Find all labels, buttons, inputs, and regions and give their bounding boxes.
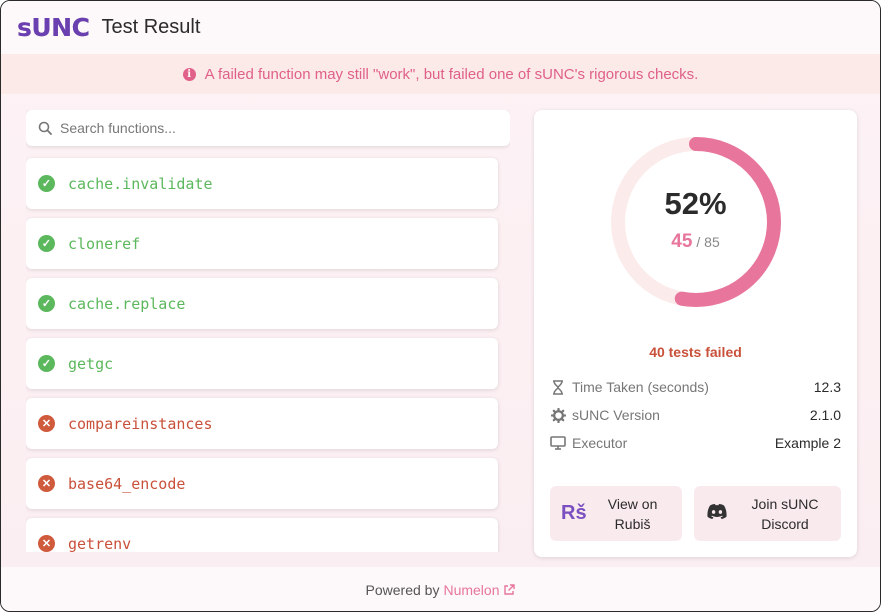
footer: Powered by Numelon — [1, 567, 880, 611]
failed-summary: 40 tests failed — [649, 344, 742, 360]
footer-prefix: Powered by — [365, 582, 440, 598]
percent-label: 52% — [664, 186, 727, 221]
progress-ring — [611, 137, 781, 307]
stat-value: 2.1.0 — [809, 407, 841, 423]
page-title: Test Result — [101, 16, 201, 38]
rubis-button-line2: Rubiš — [614, 515, 651, 532]
stat-label: sUNC Version — [572, 407, 660, 423]
search-box[interactable] — [26, 110, 510, 146]
x-circle-icon: ✕ — [38, 535, 55, 552]
passed-number: 45 — [671, 231, 693, 252]
rubis-button-label: View on Rubiš — [603, 494, 663, 534]
notice-text: A failed function may still "work", but … — [204, 65, 699, 83]
search-icon — [38, 121, 52, 135]
passed-count: 45/ 85 — [534, 231, 857, 253]
numelon-link[interactable]: Numelon — [443, 582, 500, 598]
function-list: ✓ cache.invalidate ✓ cloneref ✓ cache.re… — [26, 158, 510, 552]
function-item[interactable]: ✕ getrenv — [26, 518, 498, 552]
gear-icon — [550, 407, 566, 423]
notice-banner: i A failed function may still "work", bu… — [1, 54, 880, 94]
function-name: getrenv — [68, 534, 132, 553]
stat-value: Example 2 — [774, 435, 841, 451]
function-list-panel: ✓ cache.invalidate ✓ cloneref ✓ cache.re… — [26, 110, 510, 552]
stat-version: sUNC Version 2.1.0 — [550, 405, 841, 425]
function-name: cache.replace — [68, 294, 186, 313]
x-circle-icon: ✕ — [38, 475, 55, 492]
progress-ring-arc — [611, 137, 781, 307]
x-circle-icon: ✕ — [38, 415, 55, 432]
total-number: / 85 — [696, 234, 720, 250]
rubis-logo-icon: Rš — [561, 502, 587, 524]
discord-icon — [706, 503, 728, 525]
function-item[interactable]: ✕ base64_encode — [26, 458, 498, 509]
function-name: cache.invalidate — [68, 174, 213, 193]
results-panel: 52% 45/ 85 40 tests failed Time Taken (s… — [534, 110, 857, 557]
function-name: compareinstances — [68, 414, 213, 433]
check-circle-icon: ✓ — [38, 355, 55, 372]
check-circle-icon: ✓ — [38, 295, 55, 312]
view-on-rubis-button[interactable]: Rš View on Rubiš — [550, 486, 682, 541]
discord-button-line2: Discord — [761, 515, 809, 532]
function-item[interactable]: ✕ compareinstances — [26, 398, 498, 449]
stat-value: 12.3 — [813, 379, 841, 395]
function-item[interactable]: ✓ getgc — [26, 338, 498, 389]
discord-button-line1: Join sUNC — [751, 495, 819, 512]
function-name: cloneref — [68, 234, 141, 253]
function-item[interactable]: ✓ cloneref — [26, 218, 498, 269]
header: sUNC Test Result — [1, 1, 880, 54]
function-item[interactable]: ✓ cache.replace — [26, 278, 498, 329]
check-circle-icon: ✓ — [38, 175, 55, 192]
search-input[interactable] — [60, 120, 480, 136]
check-circle-icon: ✓ — [38, 235, 55, 252]
monitor-icon — [550, 436, 566, 450]
rubis-button-line1: View on — [607, 495, 658, 512]
app-logo: sUNC — [17, 13, 90, 42]
info-icon: i — [182, 67, 196, 81]
stat-time-taken: Time Taken (seconds) 12.3 — [550, 377, 841, 397]
stat-label: Executor — [572, 435, 628, 451]
discord-button-label: Join sUNC Discord — [742, 494, 828, 534]
function-item[interactable]: ✓ cache.invalidate — [26, 158, 498, 209]
hourglass-icon — [550, 379, 566, 395]
stat-executor: Executor Example 2 — [550, 433, 841, 453]
join-discord-button[interactable]: Join sUNC Discord — [694, 486, 841, 541]
function-name: base64_encode — [68, 474, 186, 493]
stat-label: Time Taken (seconds) — [572, 379, 709, 395]
external-link-icon[interactable] — [503, 584, 516, 596]
function-name: getgc — [68, 354, 114, 373]
